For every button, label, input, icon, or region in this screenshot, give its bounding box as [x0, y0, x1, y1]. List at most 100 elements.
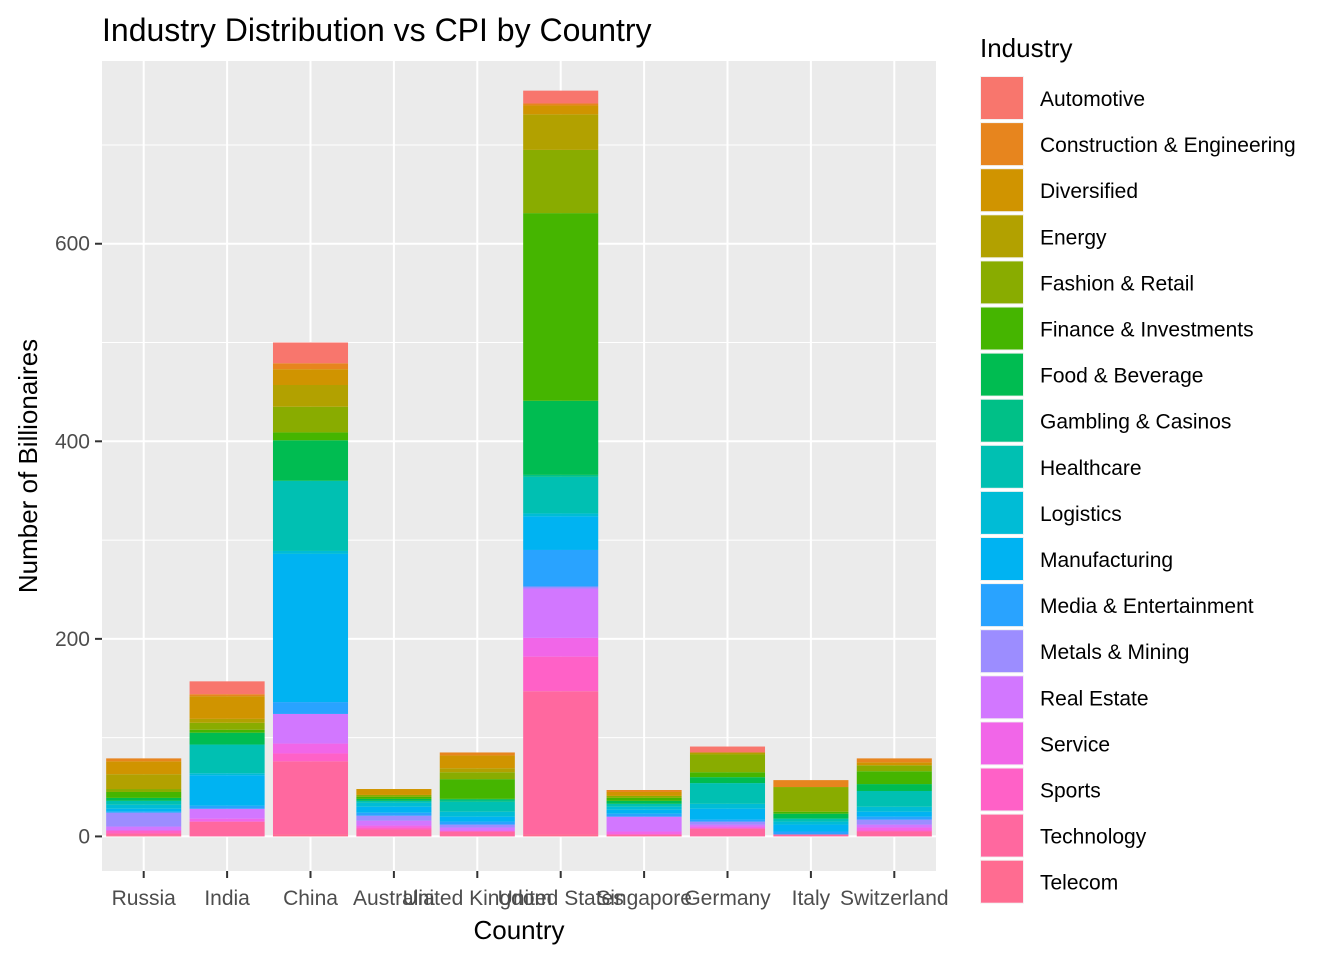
y-tick-label: 0: [78, 825, 90, 848]
legend-label: Energy: [1040, 226, 1107, 249]
bar-segment: [106, 789, 182, 792]
legend-label: Telecom: [1040, 872, 1118, 895]
bar-segment: [689, 821, 766, 825]
legend-swatch: [981, 261, 1023, 304]
x-tick-label: India: [204, 887, 250, 910]
bar-segment: [523, 90, 599, 104]
y-tick-label: 400: [55, 430, 90, 453]
x-tick-label: Germany: [684, 887, 771, 910]
bar-segment: [439, 772, 515, 780]
bar-segment: [856, 824, 932, 828]
legend-label: Healthcare: [1040, 457, 1142, 480]
legend-swatch: [981, 169, 1023, 212]
legend-label: Gambling & Casinos: [1040, 411, 1231, 434]
bar-segment: [606, 800, 682, 804]
bar-segment: [523, 476, 599, 514]
x-tick-label: Italy: [792, 887, 831, 910]
legend-label: Food & Beverage: [1040, 365, 1203, 388]
bar-segment: [189, 718, 265, 723]
bar-segment: [439, 821, 515, 825]
bar-segment: [106, 830, 182, 834]
bar-segment: [106, 797, 182, 801]
legend-label: Logistics: [1040, 503, 1122, 526]
bar-segment: [272, 702, 349, 714]
bar-segment: [689, 754, 766, 773]
bar-segment: [272, 834, 349, 837]
bar-segment: [272, 369, 349, 385]
legend-swatch: [981, 491, 1023, 534]
bar-segment: [439, 755, 515, 769]
bar-segment: [439, 801, 515, 812]
bar-segment: [689, 783, 766, 804]
bar-segment: [856, 771, 932, 785]
y-tick-label: 600: [55, 233, 90, 256]
bar-segment: [106, 791, 182, 798]
legend-swatch: [981, 860, 1023, 903]
bar-segment: [773, 780, 849, 788]
bar-segment: [773, 818, 849, 822]
y-axis: 0 200 400 600: [55, 233, 102, 848]
bar-segment: [773, 787, 849, 812]
bar-segment: [856, 827, 932, 831]
bar-segment: [272, 480, 349, 551]
bar-segment: [106, 804, 182, 809]
bar-segment: [439, 768, 515, 773]
bar-segment: [272, 550, 349, 554]
bar-segment: [606, 791, 682, 796]
legend-swatch: [981, 215, 1023, 258]
legend-swatch: [981, 768, 1023, 811]
bar-segment: [523, 586, 599, 589]
bar-segment: [689, 826, 766, 829]
bar-segment: [356, 815, 432, 821]
bar-segment: [272, 553, 349, 703]
legend-swatch: [981, 445, 1023, 488]
legend: Automotive Construction & Engineering Dive…: [980, 76, 1296, 904]
legend-label: Construction & Engineering: [1040, 134, 1296, 157]
bar-segment: [856, 784, 932, 791]
bar-segment: [606, 809, 682, 814]
bar-segment: [439, 779, 515, 799]
x-tick-label: Australia: [353, 887, 435, 910]
bar-segment: [106, 761, 182, 775]
bar-segment: [356, 802, 432, 807]
bar-segment: [106, 833, 182, 836]
bar-segment: [439, 830, 515, 832]
chart-title: Industry Distribution vs CPI by Country: [102, 12, 652, 48]
bar-segment: [439, 798, 515, 800]
bar-segment: [523, 400, 599, 475]
bar-segment: [773, 824, 849, 832]
legend-swatch: [981, 538, 1023, 580]
bar-segment: [272, 713, 349, 744]
legend-swatch: [981, 676, 1023, 719]
bar-segment: [856, 790, 932, 807]
x-tick-label: Russia: [112, 887, 177, 910]
bar-segment: [106, 811, 182, 813]
legend-swatch: [981, 814, 1023, 857]
bar-segment: [272, 432, 349, 441]
bar-segment: [106, 800, 182, 805]
legend-swatch: [981, 307, 1023, 350]
bar-segment: [606, 806, 682, 810]
bar-segment: [189, 775, 265, 806]
bar-segment: [189, 818, 265, 822]
legend-swatch: [981, 584, 1023, 627]
bar-segment: [856, 806, 932, 812]
x-axis-title: Country: [473, 915, 564, 945]
legend-label: Diversified: [1040, 180, 1138, 203]
bar-segment: [106, 835, 182, 837]
legend-label: Media & Entertainment: [1040, 595, 1254, 618]
bar-segment: [439, 816, 515, 822]
bar-segment: [523, 114, 599, 150]
bar-segment: [689, 808, 766, 820]
bar-segment: [856, 762, 932, 766]
legend-label: Technology: [1040, 826, 1147, 849]
legend-label: Manufacturing: [1040, 549, 1173, 572]
bar-segment: [606, 816, 682, 832]
y-tick-label: 200: [55, 628, 90, 651]
x-tick-label: United Kingdom: [403, 887, 552, 910]
bar-segment: [689, 803, 766, 809]
x-tick-label: China: [283, 887, 338, 910]
bar-segment: [189, 729, 265, 733]
bar-segment: [356, 806, 432, 813]
bar-segment: [439, 824, 515, 828]
